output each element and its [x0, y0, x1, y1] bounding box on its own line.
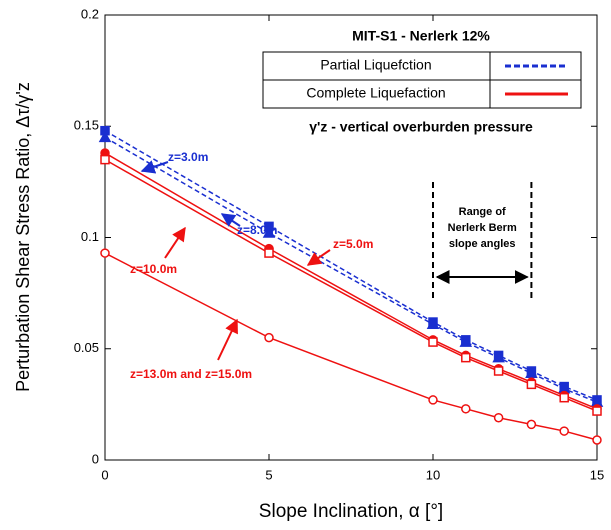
marker	[262, 226, 276, 238]
marker	[98, 130, 112, 143]
annotation-arrow	[220, 213, 241, 227]
x-tick-label: 0	[101, 467, 108, 482]
series-line	[104, 130, 598, 401]
series-line	[104, 152, 598, 410]
marker	[426, 317, 440, 330]
annotation: z=13.0m and z=15.0m	[130, 367, 252, 381]
marker	[559, 392, 569, 403]
range-text: slope angles	[449, 238, 516, 250]
x-tick-label: 15	[590, 467, 604, 482]
marker	[428, 337, 438, 347]
series-line	[104, 136, 598, 403]
legend-label: Complete Liquefaction	[306, 85, 445, 101]
marker	[100, 154, 110, 165]
marker	[493, 412, 504, 423]
series-line	[104, 252, 598, 441]
marker	[592, 435, 602, 445]
legend-title: MIT-S1 - Nerlerk 12%	[352, 28, 490, 44]
y-tick-label: 0.1	[81, 229, 99, 244]
annotation-arrow	[306, 249, 331, 266]
marker	[492, 351, 505, 363]
y-axis-label: Perturbation Shear Stress Ratio, Δτ/γ'z	[13, 82, 33, 392]
y-tick-label: 0.05	[74, 340, 99, 355]
marker	[592, 406, 602, 416]
y-tick-label: 0	[92, 451, 99, 466]
marker	[264, 332, 274, 343]
note: γ'z - vertical overburden pressure	[309, 119, 533, 135]
marker	[461, 404, 471, 414]
marker	[493, 366, 504, 376]
marker	[525, 366, 538, 378]
x-tick-label: 5	[265, 467, 272, 482]
annotation: z=3.0m	[168, 150, 208, 164]
x-tick-label: 10	[426, 467, 440, 482]
annotation-arrow	[217, 318, 238, 361]
annotation: z=5.0m	[333, 237, 373, 251]
marker	[526, 419, 537, 430]
series-line	[104, 158, 598, 412]
marker	[100, 248, 110, 258]
marker	[459, 335, 473, 347]
annotation-arrow	[140, 160, 169, 174]
annotation: z=8.0m	[237, 223, 277, 237]
range-text: Nerlerk Berm	[448, 222, 517, 234]
annotation: z=10.0m	[130, 262, 177, 276]
marker	[428, 395, 438, 405]
marker	[264, 248, 274, 258]
legend-label: Partial Liquefction	[320, 57, 431, 73]
range-text: Range of	[459, 206, 506, 218]
x-axis-label: Slope Inclination, α [°]	[259, 501, 443, 522]
annotation-arrow	[164, 226, 186, 259]
y-tick-label: 0.15	[74, 118, 99, 133]
marker	[461, 352, 471, 363]
marker	[559, 426, 569, 436]
y-tick-label: 0.2	[81, 6, 99, 21]
marker	[526, 379, 537, 390]
